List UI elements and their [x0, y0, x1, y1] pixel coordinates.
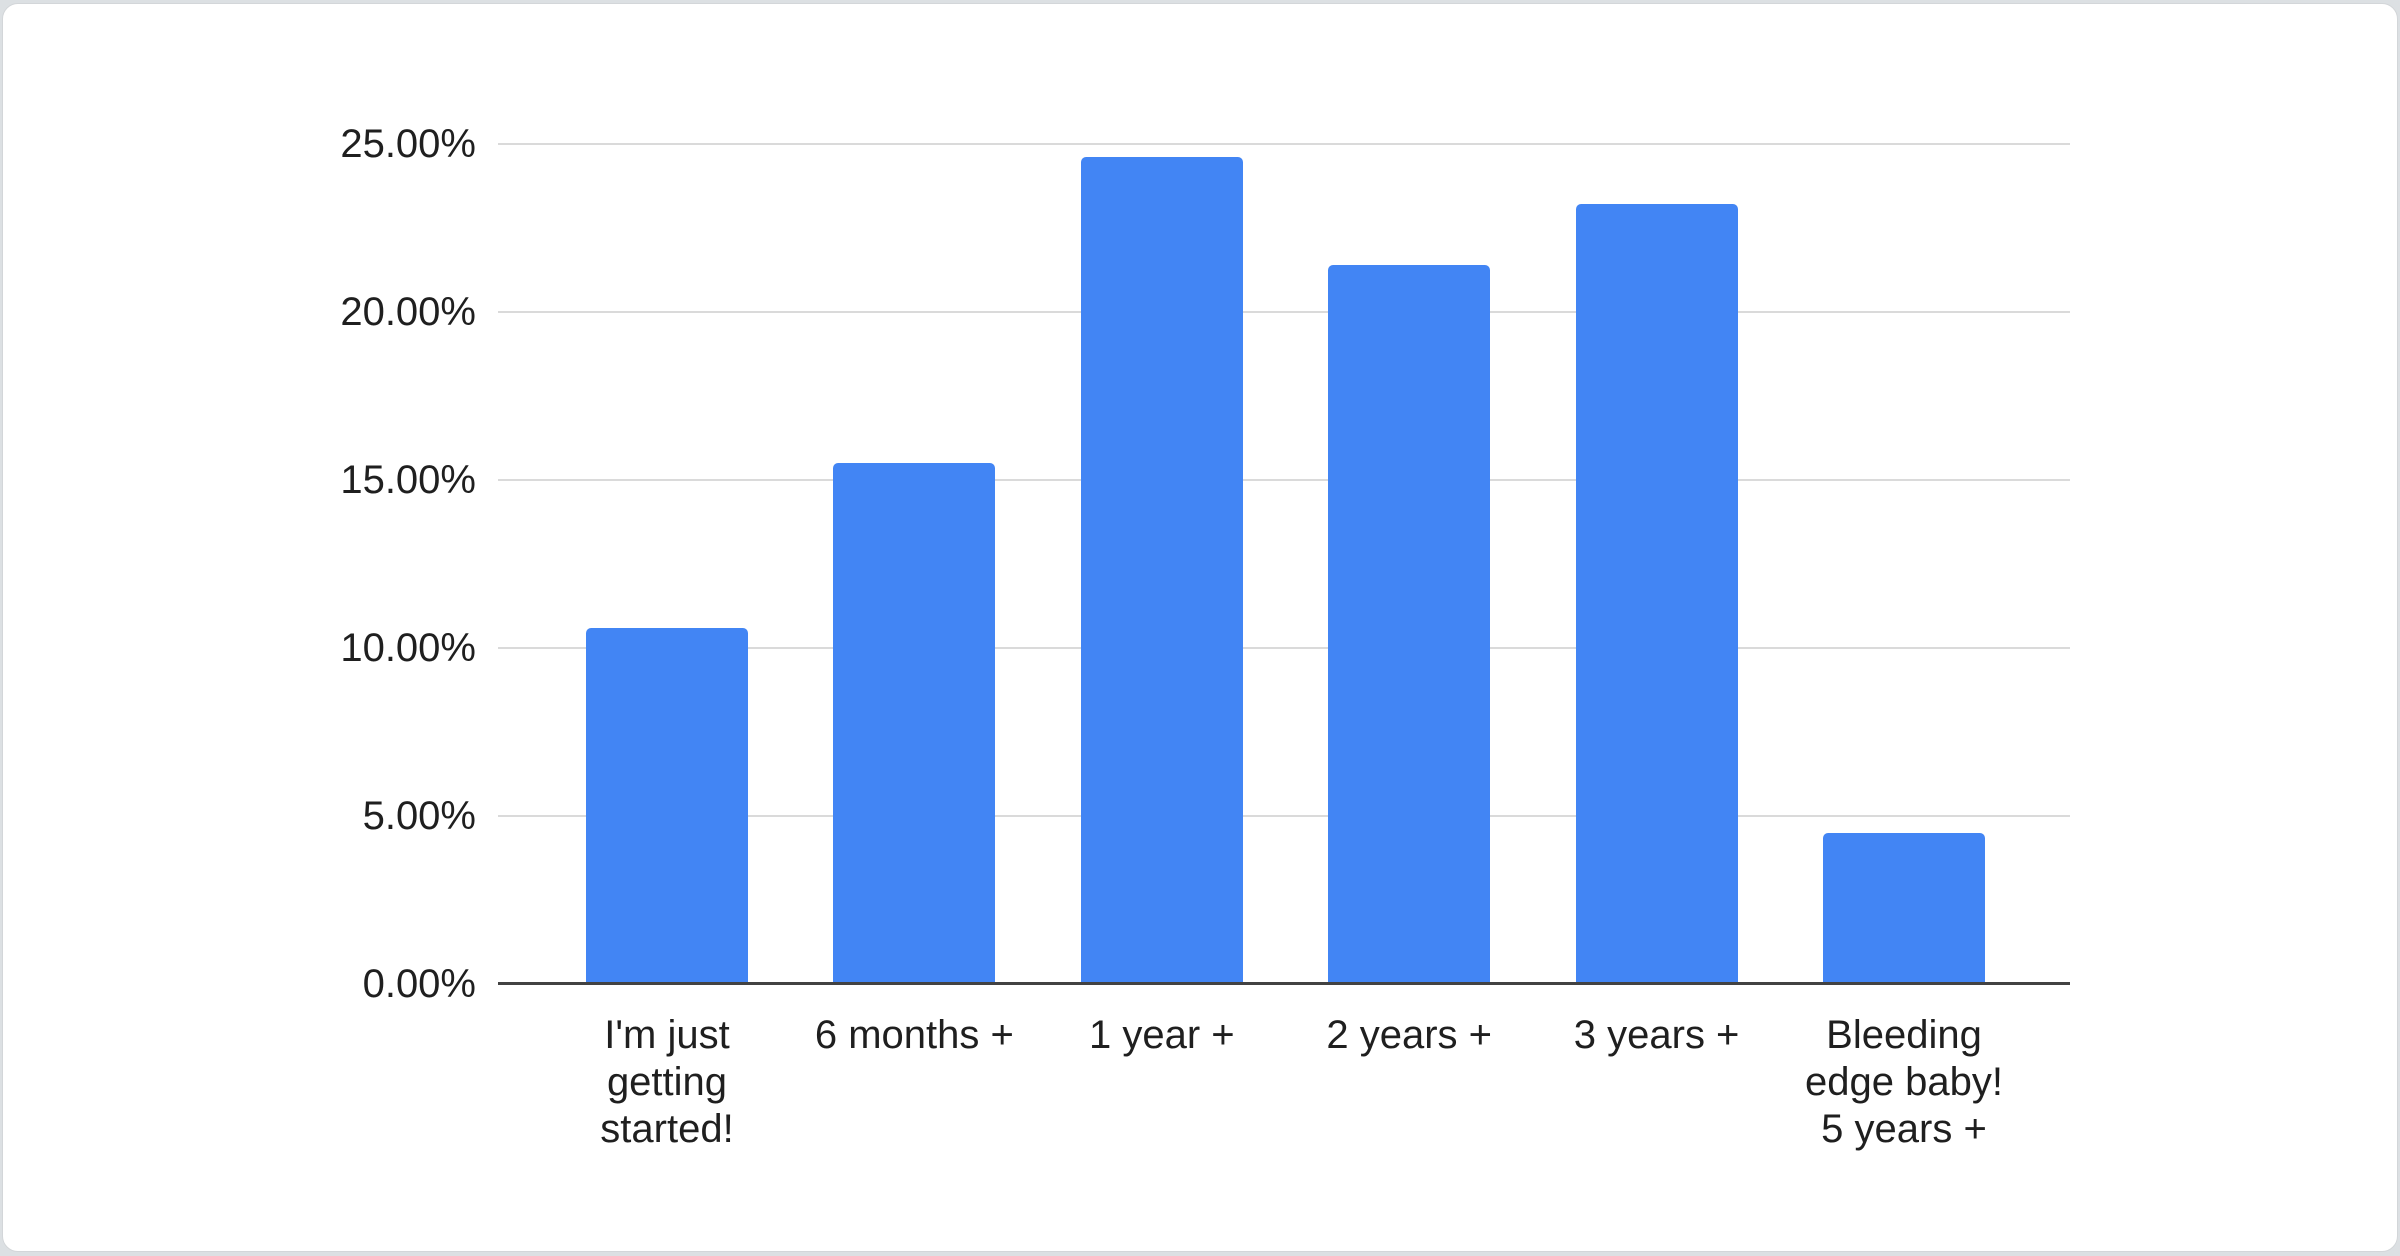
x-axis-tick-label-line: 2 years + — [1326, 1013, 1493, 1057]
y-axis-tick-label: 10.00% — [340, 626, 476, 670]
x-axis-tick-label-line: 5 years + — [1821, 1107, 1987, 1151]
x-axis-tick-label-line: started! — [600, 1107, 734, 1151]
bar-4 — [1328, 264, 1491, 984]
gridline — [498, 311, 2070, 313]
gridline — [498, 647, 2070, 649]
x-axis-tick-label: I'm just getting started! — [537, 1012, 797, 1153]
bar-5 — [1575, 204, 1738, 984]
bar-6 — [1823, 832, 1985, 984]
x-axis-line — [498, 982, 2070, 985]
y-axis-tick-label: 15.00% — [340, 458, 476, 502]
gridline — [498, 143, 2070, 145]
bar-3 — [1080, 157, 1243, 984]
y-axis-tick-label: 20.00% — [340, 290, 476, 334]
y-axis-tick-label: 5.00% — [362, 794, 476, 838]
x-axis-tick-label: Bleeding edge baby! 5 years + — [1774, 1012, 2034, 1153]
y-axis-tick-label: 0.00% — [362, 962, 476, 1006]
x-axis-tick-label: 1 year + — [1032, 1012, 1292, 1059]
plot-area: 0.00% 5.00% 10.00% 15.00% 20.00% 25.00% I'm j… — [340, 124, 2070, 1151]
x-axis-tick-label-line: 3 years + — [1573, 1013, 1740, 1057]
chart-card: 0.00% 5.00% 10.00% 15.00% 20.00% 25.00% I'm j… — [2, 3, 2398, 1252]
x-axis-tick-label-line: 6 months + — [814, 1013, 1014, 1057]
bar-2 — [833, 463, 996, 984]
x-axis-tick-label-line: I'm just — [604, 1013, 730, 1057]
x-axis-tick-label-line: getting — [606, 1060, 728, 1104]
x-axis-tick-label: 2 years + — [1279, 1012, 1539, 1059]
x-axis-tick-label: 6 months + — [784, 1012, 1044, 1059]
gridline — [498, 479, 2070, 481]
x-axis-tick-label-line: edge baby! — [1805, 1060, 2003, 1104]
x-axis-tick-label-line: 1 year + — [1088, 1013, 1235, 1057]
y-axis-tick-label: 25.00% — [340, 122, 476, 166]
gridline — [498, 815, 2070, 817]
bar-1 — [586, 627, 748, 984]
x-axis-tick-label-line: Bleeding — [1826, 1013, 1982, 1057]
x-axis-tick-label: 3 years + — [1527, 1012, 1787, 1059]
